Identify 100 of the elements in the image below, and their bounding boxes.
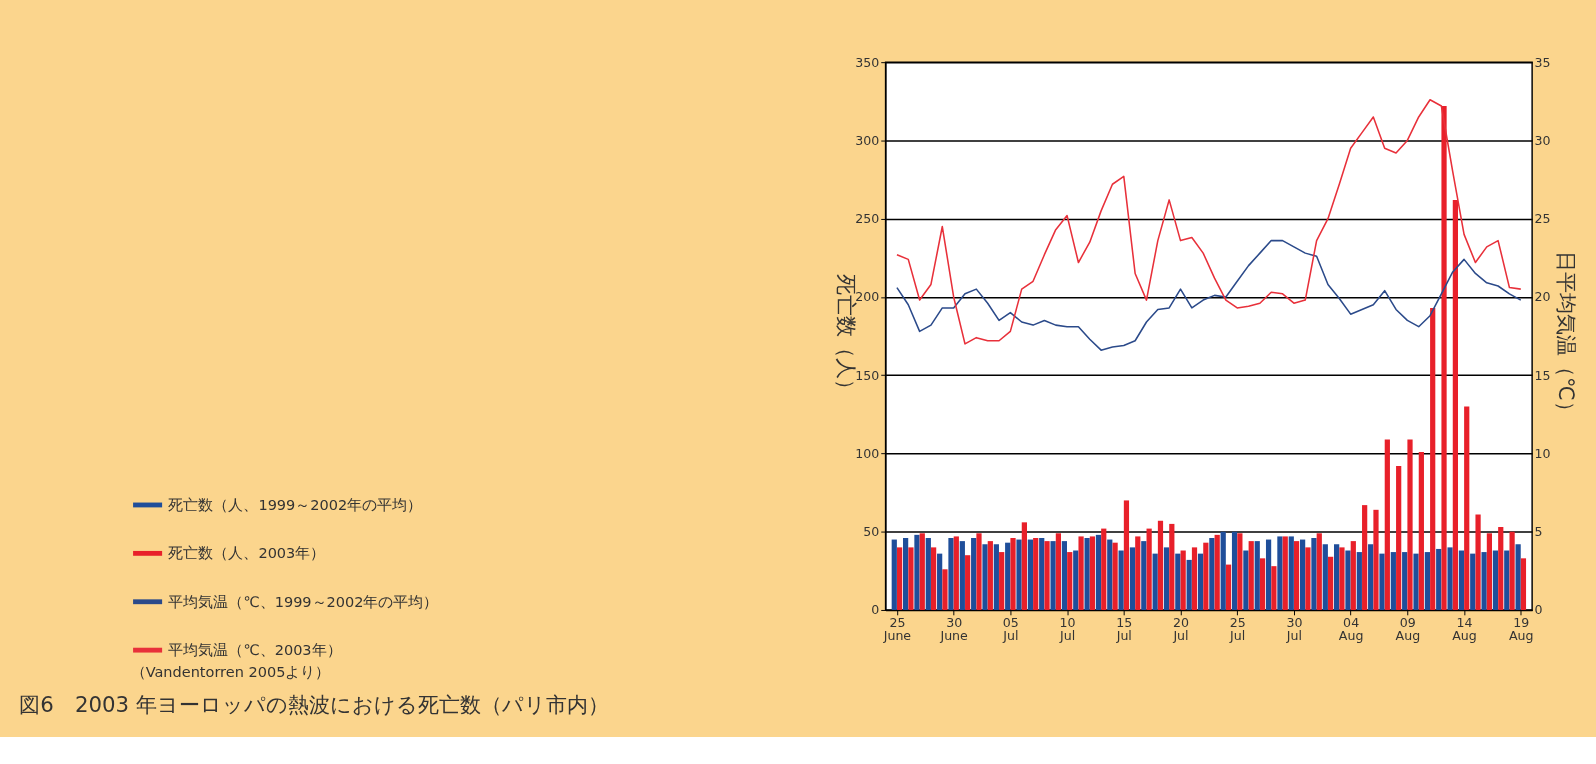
bar <box>1498 527 1504 610</box>
bar <box>1191 547 1198 610</box>
bar <box>891 539 897 610</box>
legend-label: 平均気温（℃、1999～2002年の平均） <box>168 593 439 610</box>
y-tick-label: 0 <box>871 602 880 618</box>
bar <box>1356 552 1362 610</box>
bar <box>903 537 909 610</box>
bar <box>1084 537 1090 610</box>
text: 図6 2003 年ヨーロッパの熱波における死亡数（パリ市内） <box>19 691 609 717</box>
bar <box>1520 558 1527 610</box>
x-tick-label: 25 June <box>882 614 912 644</box>
bar <box>896 547 903 610</box>
y-tick-label: 300 <box>855 132 880 148</box>
bar <box>1293 541 1300 610</box>
y2-tick-label: 35 <box>1534 54 1551 70</box>
bar <box>1288 536 1294 610</box>
bar <box>965 555 971 610</box>
bar <box>1328 556 1334 610</box>
bar <box>1123 500 1130 610</box>
x-tick-label: 04 Aug <box>1338 614 1364 644</box>
bar <box>1243 550 1249 610</box>
bar <box>1316 533 1322 610</box>
bar <box>1005 542 1011 610</box>
bar <box>1373 509 1379 610</box>
bar <box>1033 537 1039 610</box>
bar <box>1095 534 1102 610</box>
bar <box>1129 547 1136 610</box>
line-series <box>896 98 1522 345</box>
bar <box>1509 531 1515 610</box>
bar <box>1027 539 1033 610</box>
bar <box>1073 550 1079 610</box>
x-tick-label: 30 June <box>939 614 969 644</box>
bar <box>1339 547 1345 610</box>
bar <box>953 536 959 610</box>
bar <box>1413 553 1419 610</box>
bar <box>1231 531 1238 610</box>
bar <box>1010 537 1016 610</box>
bar <box>1055 533 1062 610</box>
y2-tick-label: 5 <box>1534 524 1543 540</box>
bar <box>1089 536 1096 610</box>
bar <box>1384 439 1390 610</box>
bar <box>971 537 977 610</box>
y2-tick-label: 10 <box>1534 445 1551 461</box>
bar <box>1067 552 1073 610</box>
y-tick-label: 100 <box>855 445 880 461</box>
y2-tick-label: 20 <box>1534 289 1551 305</box>
bar <box>1021 522 1027 610</box>
bar <box>1452 199 1458 610</box>
bar <box>914 534 920 610</box>
bar <box>1407 439 1413 610</box>
bar <box>1237 533 1243 610</box>
bar <box>1265 539 1272 610</box>
bar <box>931 547 937 610</box>
x-tick-label: 19 Aug <box>1508 614 1534 644</box>
bar <box>1464 406 1470 610</box>
bar <box>1107 539 1113 610</box>
x-tick-label: 30 Jul <box>1285 614 1303 644</box>
bar <box>1225 564 1232 610</box>
y-tick-label: 50 <box>863 524 880 540</box>
y-tick-label: 150 <box>855 367 880 383</box>
bar <box>1350 541 1356 610</box>
bar <box>1282 536 1288 610</box>
bar <box>1186 559 1192 610</box>
bar <box>1345 550 1351 610</box>
bar <box>1436 548 1442 610</box>
x-tick-label: 09 Aug <box>1395 614 1421 644</box>
y2-tick-label: 30 <box>1534 132 1551 148</box>
bar <box>1277 536 1283 610</box>
y-tick-label: 350 <box>855 54 880 70</box>
x-tick-label: 14 Aug <box>1452 614 1477 644</box>
bar <box>1016 539 1022 610</box>
bar <box>1379 553 1385 610</box>
bar <box>908 547 914 610</box>
y2-tick-label: 0 <box>1534 602 1543 618</box>
bar <box>1152 553 1158 610</box>
bar <box>1141 541 1147 610</box>
bar <box>1175 553 1181 610</box>
bar <box>1418 451 1424 610</box>
bar <box>1254 541 1260 610</box>
bar <box>999 552 1005 610</box>
bar <box>1504 550 1510 610</box>
text: （Vandentorren 2005より） <box>130 663 331 680</box>
x-tick-label: 15 Jul <box>1115 614 1133 644</box>
bar <box>1101 528 1107 610</box>
y-tick-label: 250 <box>855 211 880 227</box>
bar <box>1039 537 1045 610</box>
x-tick-label: 25 Jul <box>1229 614 1246 644</box>
bar <box>1203 542 1209 610</box>
legend-label: 死亡数（人、2003年） <box>168 545 326 562</box>
y2-tick-label: 25 <box>1534 211 1551 227</box>
bar <box>1486 533 1493 610</box>
bar <box>1492 550 1499 610</box>
bar <box>1334 544 1340 610</box>
x-tick-label: 05 Jul <box>1002 614 1019 644</box>
bar <box>1390 552 1396 610</box>
bar <box>1135 536 1141 610</box>
bar <box>1402 552 1408 610</box>
bar <box>1481 552 1487 610</box>
bar <box>1368 544 1374 610</box>
y2-axis-title: 日平均気温（℃） <box>1554 251 1580 423</box>
